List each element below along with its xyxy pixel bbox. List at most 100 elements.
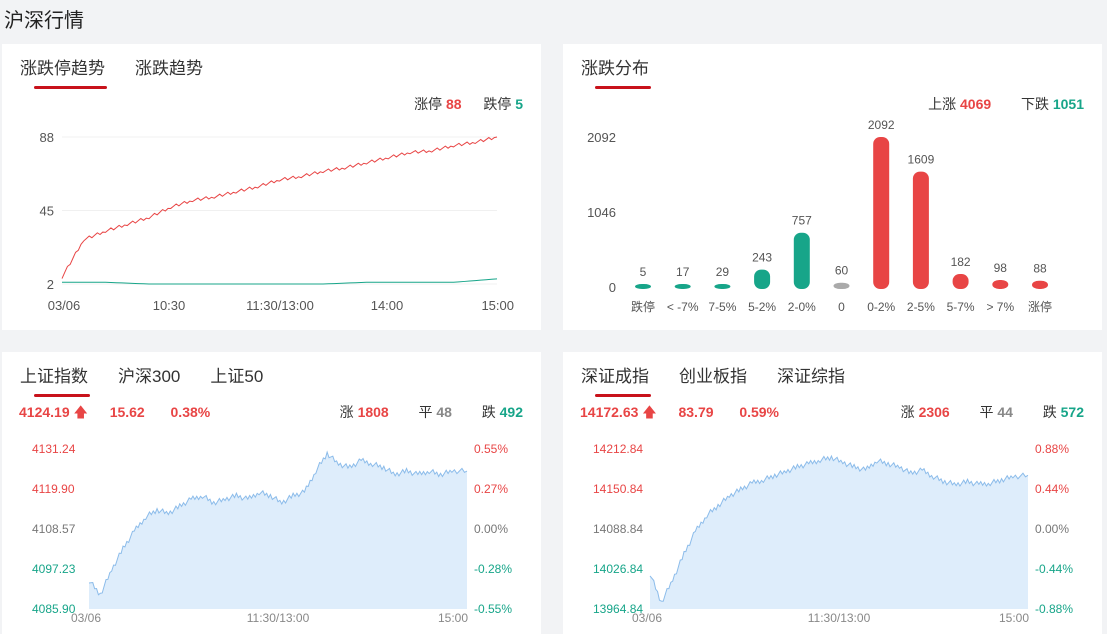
- left-axis-label: 14212.84: [593, 442, 643, 456]
- bar-value-label: 29: [716, 265, 730, 279]
- sh-fall-count: 492: [499, 404, 523, 420]
- sz-change: 83.79: [678, 404, 714, 420]
- tab-rise-fall-trend[interactable]: 涨跌趋势: [135, 59, 203, 78]
- sz-rise-label: 涨: [900, 404, 915, 420]
- sh-index-tabs: 上证指数 沪深300 上证50: [20, 362, 263, 397]
- sh-index-card: 上证指数 沪深300 上证50 4124.19 🡅 15.62 0.38% 涨 …: [2, 352, 541, 634]
- right-axis-label: -0.55%: [474, 602, 512, 616]
- left-axis-label: 14088.84: [593, 522, 643, 536]
- limit-trend-tabs: 涨跌停趋势 涨跌趋势: [20, 54, 203, 89]
- y-tick-label: 45: [40, 204, 54, 219]
- category-label: 跌停: [631, 299, 655, 314]
- sh-change: 15.62: [109, 404, 145, 420]
- right-axis-label: 0.00%: [1035, 522, 1069, 536]
- distribution-bar: [992, 279, 1009, 289]
- index-price-line: [88, 450, 468, 596]
- left-axis-label: 14026.84: [593, 562, 643, 576]
- limit-stats: 涨停 88 跌停 5: [414, 94, 523, 114]
- sh-price: 4124.19: [19, 404, 70, 420]
- sz-fall-count: 572: [1060, 404, 1084, 420]
- arrow-up-icon: 🡅: [73, 404, 88, 420]
- bar-value-label: 17: [676, 265, 690, 279]
- sz-flat-label: 平: [979, 404, 994, 420]
- right-axis-label: 0.00%: [474, 522, 508, 536]
- distribution-bar: [873, 137, 890, 289]
- tab-limit-trend[interactable]: 涨跌停趋势: [20, 54, 107, 89]
- sz-fall-label: 跌: [1042, 404, 1057, 420]
- limit-trend-chart: 88 45 2 03/06 10:30 11:30/13:00 14:00 15:00: [40, 130, 514, 313]
- x-tick-label: 15:00: [481, 298, 514, 313]
- x-tick-label: 15:00: [999, 611, 1029, 625]
- sz-price: 14172.63: [580, 404, 639, 420]
- category-label: 0: [838, 300, 845, 314]
- down-count: 1051: [1052, 96, 1084, 112]
- sz-quote: 14172.63 🡅 83.79 0.59%: [580, 402, 779, 426]
- bar-value-label: 1609: [908, 153, 935, 167]
- limit-up-count: 88: [445, 96, 462, 112]
- sh-flat-label: 平: [418, 404, 433, 420]
- tab-chinext[interactable]: 创业板指: [679, 367, 747, 386]
- y-tick-label: 0: [609, 280, 616, 295]
- distribution-stats: 上涨 4069 下跌 1051: [928, 94, 1084, 114]
- bar-value-label: 5: [640, 265, 647, 279]
- tab-sz-component[interactable]: 深证成指: [581, 362, 651, 397]
- tab-sse50[interactable]: 上证50: [210, 367, 264, 386]
- x-tick-label: 03/06: [48, 298, 81, 313]
- tab-distribution[interactable]: 涨跌分布: [581, 54, 651, 89]
- sh-quote: 4124.19 🡅 15.62 0.38%: [19, 402, 210, 426]
- bar-value-label: 2092: [868, 118, 895, 132]
- left-axis-label: 4119.90: [32, 482, 75, 496]
- sh-flat-count: 48: [436, 404, 452, 420]
- bar-value-label: 757: [792, 214, 812, 228]
- category-label: 5-2%: [748, 300, 776, 314]
- distribution-bar: [754, 269, 771, 289]
- sz-change-pct: 0.59%: [739, 404, 780, 420]
- x-tick-label: 11:30/13:00: [247, 611, 310, 625]
- sz-flat-count: 44: [997, 404, 1013, 420]
- sh-index-chart: 4131.24 0.55% 4119.90 0.27% 4108.57 0.00% 4097…: [32, 442, 512, 625]
- bar-value-label: 182: [951, 255, 971, 269]
- x-tick-label: 14:00: [371, 298, 404, 313]
- y-tick-label: 88: [40, 130, 54, 145]
- distribution-bar: [952, 273, 969, 289]
- sh-rise-label: 涨: [339, 404, 354, 420]
- distribution-tabs: 涨跌分布: [581, 54, 651, 89]
- bar-value-label: 60: [835, 264, 849, 278]
- sh-breadth: 涨 1808 平 48 跌 492: [340, 402, 523, 422]
- page-title: 沪深行情: [4, 10, 84, 32]
- left-axis-label: 4085.90: [32, 602, 76, 616]
- category-label: 涨停: [1028, 299, 1052, 314]
- bar-value-label: 88: [1033, 262, 1047, 276]
- category-label: > 7%: [986, 300, 1014, 314]
- left-axis-label: 13964.84: [593, 602, 643, 616]
- index-area-fill: [89, 452, 467, 609]
- category-label: 5-7%: [947, 300, 975, 314]
- y-tick-label: 2092: [587, 130, 616, 145]
- tab-csi300[interactable]: 沪深300: [118, 367, 181, 386]
- x-tick-label: 03/06: [71, 611, 101, 625]
- up-count: 4069: [960, 96, 992, 112]
- index-area-fill: [650, 456, 1028, 609]
- sh-rise-count: 1808: [357, 404, 389, 420]
- sz-index-tabs: 深证成指 创业板指 深证综指: [581, 362, 845, 397]
- tab-sh-composite[interactable]: 上证指数: [20, 362, 90, 397]
- right-axis-label: 0.55%: [474, 442, 508, 456]
- category-label: 7-5%: [708, 300, 736, 314]
- right-axis-label: -0.88%: [1035, 602, 1073, 616]
- down-label: 下跌: [1020, 96, 1049, 112]
- distribution-bar: [635, 284, 651, 289]
- tab-sz-composite[interactable]: 深证综指: [777, 367, 845, 386]
- distribution-bar: [674, 284, 691, 289]
- x-tick-label: 15:00: [438, 611, 468, 625]
- x-tick-label: 03/06: [632, 611, 662, 625]
- limit-up-label: 涨停: [414, 96, 443, 112]
- right-axis-label: -0.44%: [1035, 562, 1073, 576]
- limit-trend-card: 涨跌停趋势 涨跌趋势 涨停 88 跌停 5 88 45 2 03/06 10:30 11:…: [2, 44, 541, 330]
- right-axis-label: -0.28%: [474, 562, 512, 576]
- category-label: 0-2%: [867, 300, 895, 314]
- distribution-bar: [1032, 280, 1048, 289]
- x-tick-label: 10:30: [153, 298, 186, 313]
- limit-up-series-line: [61, 136, 498, 279]
- limit-down-count: 5: [515, 96, 523, 112]
- y-tick-label: 1046: [587, 205, 616, 220]
